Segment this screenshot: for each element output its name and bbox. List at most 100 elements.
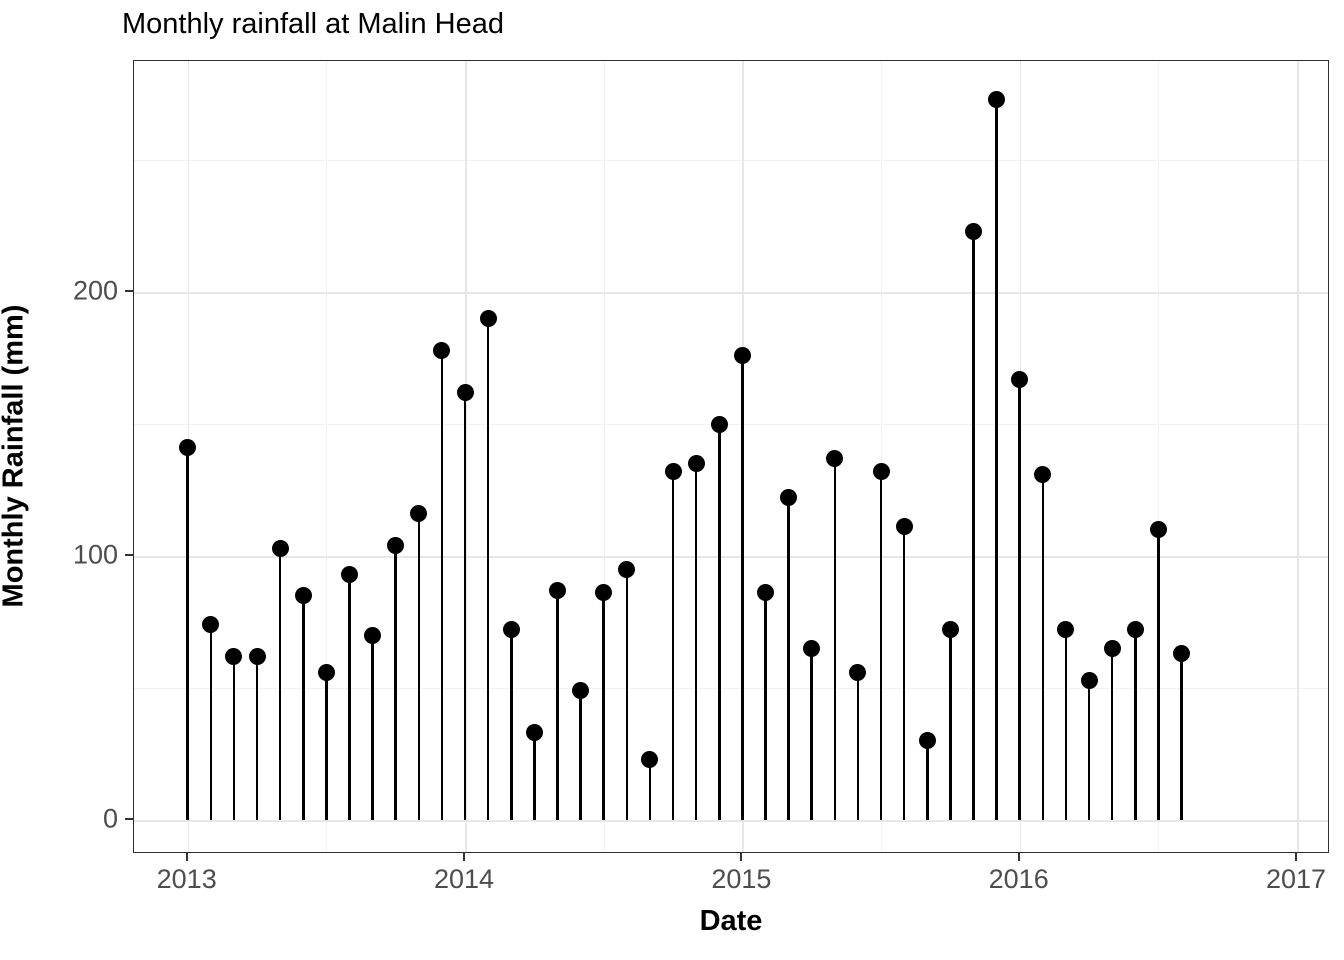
data-point xyxy=(1080,671,1098,689)
stem xyxy=(787,497,790,820)
x-tick-label: 2017 xyxy=(1265,864,1327,894)
gridline-minor-horizontal xyxy=(134,688,1328,689)
stem xyxy=(810,648,813,820)
stem xyxy=(949,629,952,820)
x-tick-label: 2014 xyxy=(433,864,495,894)
stem xyxy=(856,672,860,820)
data-point xyxy=(340,565,358,583)
gridline-minor-vertical xyxy=(603,61,605,852)
gridline-major-horizontal xyxy=(134,820,1328,822)
stem xyxy=(509,629,513,820)
x-tick-mark xyxy=(740,853,743,861)
data-point xyxy=(387,536,405,554)
data-point xyxy=(572,682,590,700)
stem xyxy=(232,656,236,820)
stem xyxy=(648,759,652,820)
stem xyxy=(301,595,305,820)
stem xyxy=(1157,529,1160,820)
data-point xyxy=(803,639,821,657)
plot-panel xyxy=(133,60,1329,853)
data-point xyxy=(479,309,497,327)
data-point xyxy=(756,584,774,602)
x-tick-mark xyxy=(1295,853,1298,861)
stem xyxy=(972,231,975,820)
gridline-minor-vertical xyxy=(1158,61,1160,852)
stem xyxy=(833,458,837,820)
stem xyxy=(417,513,421,820)
stem xyxy=(602,592,605,820)
y-tick-mark xyxy=(125,290,133,292)
data-point xyxy=(548,581,566,599)
stem xyxy=(741,355,744,820)
y-tick-mark xyxy=(125,818,133,820)
data-point xyxy=(895,518,913,536)
stem xyxy=(1041,474,1045,820)
y-axis-title: Monthly Rainfall (mm) xyxy=(0,304,30,608)
gridline-major-horizontal xyxy=(134,556,1328,558)
stem xyxy=(186,447,189,820)
y-tick-mark xyxy=(125,554,133,556)
gridline-minor-vertical xyxy=(326,61,328,852)
data-point xyxy=(710,415,728,433)
stem xyxy=(625,569,629,820)
stem xyxy=(278,548,282,820)
data-point xyxy=(433,341,451,359)
stem xyxy=(671,471,675,820)
data-point xyxy=(964,222,982,240)
stem xyxy=(1133,629,1137,820)
stem xyxy=(1018,379,1021,820)
x-tick-mark xyxy=(185,853,188,861)
data-point xyxy=(941,621,959,639)
data-point xyxy=(849,663,867,681)
data-point xyxy=(1011,370,1029,388)
data-point xyxy=(687,455,705,473)
y-tick-label: 200 xyxy=(72,275,118,306)
stem xyxy=(1110,648,1114,820)
data-point xyxy=(410,505,428,523)
y-tick-label: 100 xyxy=(72,539,118,570)
x-axis-title: Date xyxy=(699,905,763,937)
stem xyxy=(995,99,998,820)
data-point xyxy=(595,584,613,602)
data-point xyxy=(664,463,682,481)
data-point xyxy=(1034,465,1052,483)
gridline-major-horizontal xyxy=(134,292,1328,294)
stem xyxy=(717,424,721,820)
stem xyxy=(925,740,929,820)
data-point xyxy=(1172,645,1190,663)
stem xyxy=(1180,653,1183,820)
stem xyxy=(209,624,213,820)
data-point xyxy=(525,724,543,742)
stem xyxy=(556,590,559,820)
gridline-minor-horizontal xyxy=(134,424,1328,425)
stem xyxy=(440,350,444,820)
x-tick-label: 2015 xyxy=(711,864,772,894)
stem xyxy=(325,672,328,820)
data-point xyxy=(618,560,636,578)
data-point xyxy=(1103,639,1121,657)
data-point xyxy=(248,647,266,665)
data-point xyxy=(988,90,1006,108)
stem xyxy=(371,635,374,820)
stem xyxy=(764,592,767,820)
x-tick-label: 2016 xyxy=(988,864,1049,894)
gridline-minor-horizontal xyxy=(134,160,1328,161)
data-point xyxy=(826,449,844,467)
data-point xyxy=(872,463,890,481)
stem xyxy=(1087,680,1091,820)
x-tick-label: 2013 xyxy=(156,864,217,894)
stem xyxy=(486,318,490,820)
y-tick-label: 0 xyxy=(102,803,118,834)
data-point xyxy=(918,732,936,750)
data-point xyxy=(364,626,382,644)
stem xyxy=(463,392,467,820)
data-point xyxy=(456,383,474,401)
data-point xyxy=(202,616,220,634)
stem xyxy=(902,526,906,820)
stem xyxy=(348,574,351,820)
data-point xyxy=(225,647,243,665)
data-point xyxy=(780,489,798,507)
x-tick-mark xyxy=(463,853,466,861)
data-point xyxy=(502,621,520,639)
